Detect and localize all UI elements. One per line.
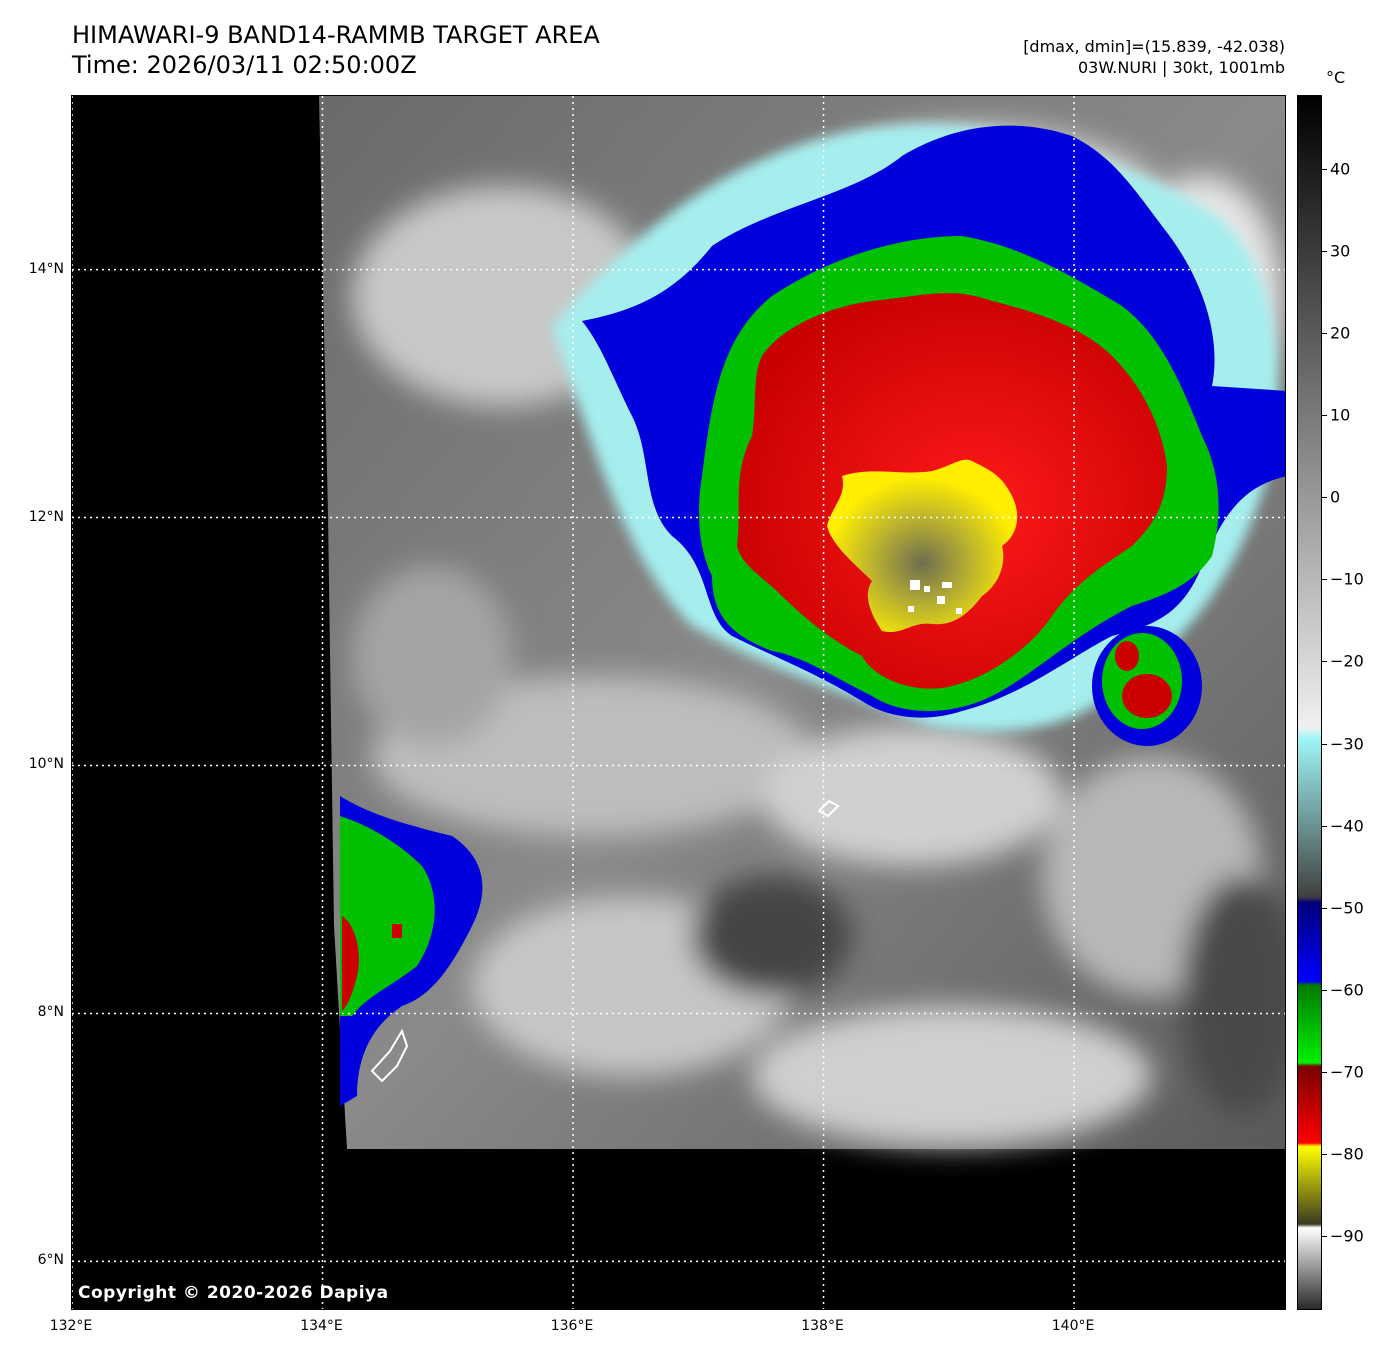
storm-yellow-core bbox=[827, 459, 1018, 633]
longitude-label: 134°E bbox=[300, 1318, 343, 1334]
latitude-label: 6°N bbox=[37, 1252, 64, 1269]
colorbar-tick-label: 20 bbox=[1330, 323, 1351, 343]
southwest-cell-red-spot bbox=[392, 924, 402, 938]
colorbar-tick bbox=[1321, 825, 1327, 827]
colorbar-tick bbox=[1321, 1071, 1327, 1073]
colorbar-tick bbox=[1321, 579, 1327, 581]
colorbar bbox=[1297, 95, 1322, 1310]
coastline bbox=[817, 799, 840, 818]
southwest-cell-green bbox=[340, 816, 435, 1016]
map-title: HIMAWARI-9 BAND14-RAMMB TARGET AREA Time… bbox=[72, 20, 600, 80]
colorbar-tick bbox=[1321, 661, 1327, 663]
colorbar-tick-label: −30 bbox=[1330, 734, 1364, 754]
east-cell-red-north bbox=[1115, 641, 1139, 671]
latitude-label: 10°N bbox=[28, 756, 64, 773]
data-range: [dmax, dmin]=(15.839, -42.038) bbox=[1023, 37, 1285, 56]
colorbar-tick bbox=[1321, 989, 1327, 991]
colorbar-tick bbox=[1321, 250, 1327, 252]
timestamp: Time: 2026/03/11 02:50:00Z bbox=[72, 51, 417, 79]
satellite-imagery bbox=[72, 96, 1285, 1309]
east-cell-red bbox=[1122, 674, 1172, 718]
storm-info: [dmax, dmin]=(15.839, -42.038) 03W.NURI … bbox=[1023, 36, 1285, 78]
colorbar-tick-label: −60 bbox=[1330, 980, 1364, 1000]
colorbar-tick-label: −80 bbox=[1330, 1144, 1364, 1164]
colorbar-tick bbox=[1321, 168, 1327, 170]
colorbar-tick-label: −10 bbox=[1330, 569, 1364, 589]
latitude-label: 8°N bbox=[37, 1004, 64, 1021]
colorbar-tick bbox=[1321, 743, 1327, 745]
lat-lon-grid bbox=[72, 96, 1285, 1309]
colorbar-tick-label: 40 bbox=[1330, 159, 1351, 179]
coastline bbox=[370, 1028, 409, 1083]
longitude-label: 138°E bbox=[801, 1318, 844, 1334]
colorbar-tick-label: −50 bbox=[1330, 898, 1364, 918]
colorbar-tick bbox=[1321, 415, 1327, 417]
storm-summary: 03W.NURI | 30kt, 1001mb bbox=[1077, 58, 1285, 77]
colorbar-tick-label: 10 bbox=[1330, 405, 1351, 425]
storm-overshoot-pixels bbox=[908, 580, 962, 614]
latitude-label: 14°N bbox=[28, 260, 64, 277]
colorbar-tick bbox=[1321, 907, 1327, 909]
colorbar-tick bbox=[1321, 333, 1327, 335]
longitude-label: 140°E bbox=[1051, 1318, 1095, 1334]
colorbar-tick bbox=[1321, 1154, 1327, 1156]
colorbar-tick-label: −70 bbox=[1330, 1062, 1364, 1082]
product-title: HIMAWARI-9 BAND14-RAMMB TARGET AREA bbox=[72, 21, 600, 49]
colorbar-unit: °C bbox=[1326, 68, 1346, 87]
colorbar-tick-label: 30 bbox=[1330, 241, 1351, 261]
colorbar-tick-label: −40 bbox=[1330, 816, 1364, 836]
latitude-label: 12°N bbox=[28, 508, 64, 525]
colorbar-tick bbox=[1321, 497, 1327, 499]
longitude-label: 136°E bbox=[550, 1318, 594, 1334]
longitude-label: 132°E bbox=[49, 1318, 93, 1334]
satellite-map: Copyright © 2020-2026 Dapiya bbox=[71, 95, 1286, 1310]
colorbar-tick bbox=[1321, 1236, 1327, 1238]
copyright-notice: Copyright © 2020-2026 Dapiya bbox=[78, 1283, 389, 1303]
colorbar-tick-label: −90 bbox=[1330, 1226, 1364, 1246]
colorbar-tick-label: −20 bbox=[1330, 651, 1364, 671]
colorbar-tick-label: 0 bbox=[1330, 487, 1341, 507]
southwest-cell-red bbox=[342, 916, 359, 1011]
